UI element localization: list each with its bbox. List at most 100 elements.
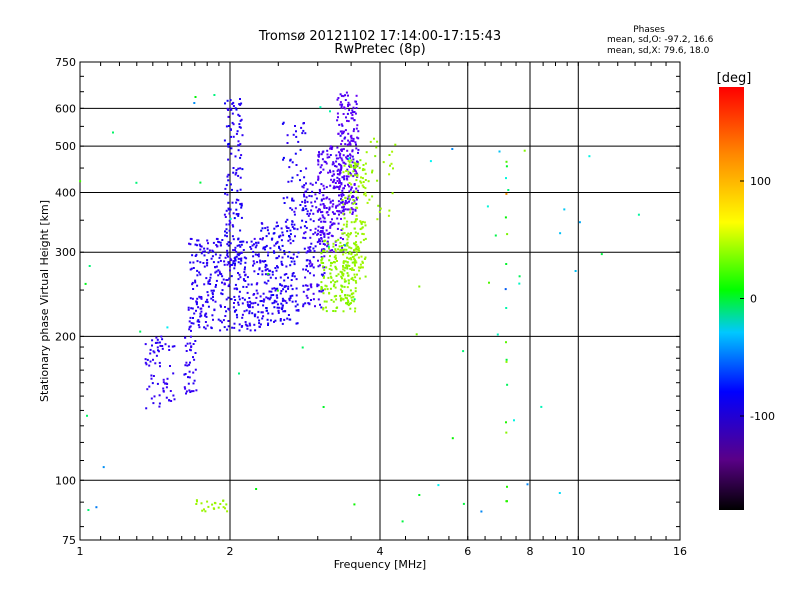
data-point bbox=[212, 318, 214, 321]
data-point bbox=[239, 229, 242, 232]
data-point bbox=[349, 188, 352, 191]
data-point bbox=[256, 292, 259, 295]
data-point bbox=[276, 266, 279, 269]
data-point bbox=[355, 170, 357, 173]
data-point bbox=[221, 293, 224, 296]
data-point bbox=[251, 312, 254, 315]
data-point bbox=[241, 168, 244, 171]
data-point bbox=[341, 246, 344, 249]
data-point bbox=[304, 284, 307, 287]
data-point bbox=[361, 226, 364, 229]
x-tick-label: 2 bbox=[227, 545, 234, 558]
data-point bbox=[225, 503, 228, 506]
data-point bbox=[212, 299, 215, 302]
data-point bbox=[145, 407, 148, 410]
data-point bbox=[206, 247, 209, 250]
data-point bbox=[338, 163, 340, 166]
data-point bbox=[379, 207, 382, 210]
data-point bbox=[504, 288, 507, 291]
data-point bbox=[345, 302, 347, 305]
data-point bbox=[192, 371, 195, 374]
data-point bbox=[336, 119, 339, 122]
data-point bbox=[291, 226, 294, 228]
data-point bbox=[194, 281, 197, 284]
data-point bbox=[237, 149, 240, 152]
data-point bbox=[321, 210, 324, 213]
data-point bbox=[244, 273, 247, 276]
data-point bbox=[342, 265, 344, 267]
data-point bbox=[337, 132, 340, 135]
data-point bbox=[253, 323, 256, 326]
data-point bbox=[347, 175, 350, 178]
data-point bbox=[227, 208, 230, 211]
data-point bbox=[234, 107, 237, 110]
data-point bbox=[356, 172, 358, 175]
data-point bbox=[322, 307, 325, 310]
data-point bbox=[305, 220, 308, 223]
data-point bbox=[320, 256, 323, 258]
data-point bbox=[310, 201, 313, 204]
data-point bbox=[183, 373, 186, 376]
data-point bbox=[338, 245, 341, 248]
data-point bbox=[346, 256, 349, 259]
data-point bbox=[276, 265, 278, 268]
data-point bbox=[291, 208, 294, 211]
data-point bbox=[320, 153, 323, 156]
data-point bbox=[253, 293, 256, 295]
data-point bbox=[288, 299, 291, 302]
data-point bbox=[352, 199, 355, 201]
data-point bbox=[203, 508, 205, 511]
data-point bbox=[185, 392, 187, 395]
data-point bbox=[332, 161, 335, 164]
data-point bbox=[289, 256, 292, 259]
data-point bbox=[316, 241, 319, 244]
colorbar-tick-label: 100 bbox=[750, 175, 771, 188]
data-point bbox=[224, 256, 227, 259]
data-point bbox=[240, 216, 243, 219]
data-point bbox=[260, 311, 263, 314]
data-point bbox=[347, 183, 349, 186]
data-point bbox=[280, 239, 283, 242]
data-point bbox=[354, 280, 357, 282]
data-point bbox=[232, 105, 235, 107]
data-point bbox=[321, 214, 324, 217]
data-point bbox=[253, 262, 256, 265]
data-point bbox=[243, 298, 246, 301]
data-point bbox=[319, 303, 321, 306]
data-point bbox=[319, 234, 322, 236]
data-point bbox=[294, 207, 297, 210]
data-point bbox=[345, 225, 348, 228]
data-point bbox=[340, 94, 343, 97]
data-point bbox=[337, 97, 340, 99]
data-point bbox=[322, 220, 325, 223]
data-point bbox=[353, 262, 356, 265]
data-point bbox=[334, 267, 337, 269]
data-point bbox=[317, 298, 320, 301]
data-point bbox=[237, 301, 240, 304]
data-point bbox=[350, 159, 353, 162]
data-point bbox=[248, 310, 251, 313]
data-point bbox=[224, 230, 226, 233]
data-point bbox=[289, 242, 292, 245]
data-point bbox=[226, 252, 229, 255]
data-point bbox=[246, 276, 249, 279]
data-point bbox=[261, 317, 264, 320]
data-point bbox=[281, 297, 284, 300]
data-point bbox=[343, 280, 346, 283]
data-point bbox=[321, 287, 324, 290]
data-point bbox=[185, 350, 188, 352]
data-point bbox=[358, 250, 361, 253]
data-point bbox=[294, 125, 296, 127]
data-point bbox=[340, 284, 343, 287]
data-point bbox=[350, 258, 353, 261]
data-point bbox=[226, 99, 229, 102]
data-point bbox=[275, 242, 277, 245]
data-point bbox=[213, 309, 216, 312]
data-point bbox=[269, 319, 272, 322]
data-point bbox=[330, 261, 332, 264]
data-point bbox=[196, 260, 199, 263]
data-point bbox=[322, 168, 325, 171]
data-point bbox=[280, 227, 283, 230]
data-point bbox=[267, 272, 270, 275]
data-point bbox=[258, 268, 261, 271]
